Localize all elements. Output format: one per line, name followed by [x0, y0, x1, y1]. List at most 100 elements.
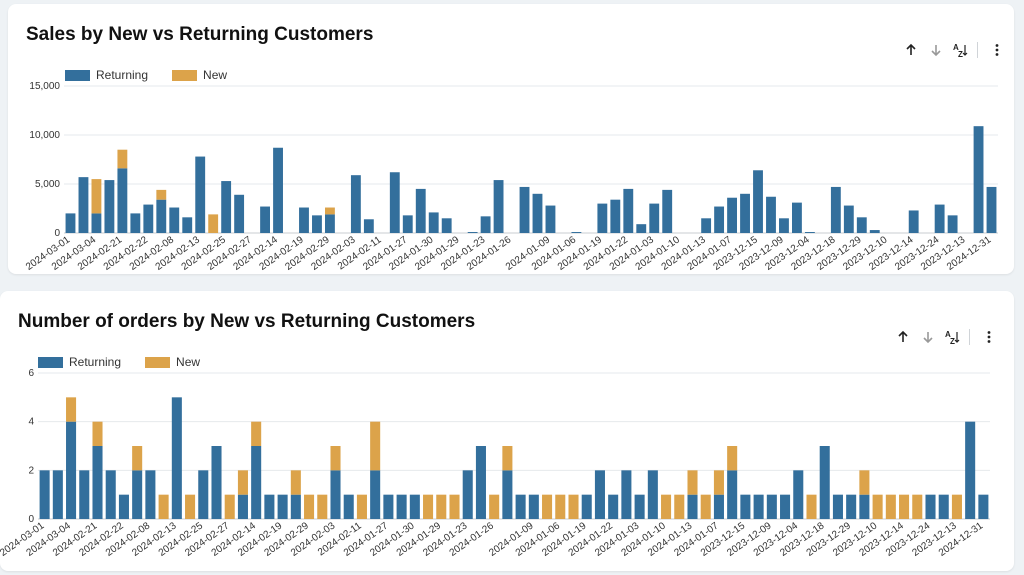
bar-returning[interactable]: [947, 215, 958, 233]
bar-returning[interactable]: [363, 219, 374, 233]
bar-returning[interactable]: [502, 470, 513, 519]
bar-new[interactable]: [502, 446, 513, 471]
bar-returning[interactable]: [117, 168, 128, 233]
bar-returning[interactable]: [350, 175, 361, 233]
bar-new[interactable]: [885, 494, 896, 519]
bar-new[interactable]: [158, 494, 169, 519]
bar-returning[interactable]: [39, 470, 50, 519]
bar-returning[interactable]: [766, 196, 776, 233]
bar-returning[interactable]: [792, 202, 802, 233]
bar-returning[interactable]: [171, 397, 182, 519]
bar-returning[interactable]: [859, 494, 870, 519]
bar-returning[interactable]: [978, 494, 989, 519]
bar-new[interactable]: [117, 149, 128, 169]
bar-returning[interactable]: [169, 207, 180, 233]
bar-returning[interactable]: [475, 446, 486, 519]
bar-returning[interactable]: [415, 188, 426, 233]
bar-returning[interactable]: [832, 494, 843, 519]
bar-new[interactable]: [208, 214, 219, 233]
bar-returning[interactable]: [66, 421, 77, 519]
bar-returning[interactable]: [234, 194, 245, 233]
bar-returning[interactable]: [409, 494, 420, 519]
bar-returning[interactable]: [277, 494, 288, 519]
bar-returning[interactable]: [597, 203, 608, 233]
bar-returning[interactable]: [237, 494, 248, 519]
bar-new[interactable]: [356, 494, 367, 519]
bar-returning[interactable]: [581, 494, 592, 519]
bar-new[interactable]: [290, 470, 301, 495]
bar-returning[interactable]: [182, 217, 193, 233]
bar-returning[interactable]: [779, 218, 789, 233]
bar-new[interactable]: [542, 494, 553, 519]
bar-returning[interactable]: [908, 210, 919, 233]
bar-new[interactable]: [872, 494, 883, 519]
bar-returning[interactable]: [740, 494, 751, 519]
bar-returning[interactable]: [727, 470, 738, 519]
bar-returning[interactable]: [389, 172, 400, 233]
bar-returning[interactable]: [156, 199, 167, 233]
bar-returning[interactable]: [91, 213, 102, 233]
bar-returning[interactable]: [545, 205, 556, 233]
bar-new[interactable]: [568, 494, 579, 519]
bar-returning[interactable]: [793, 470, 804, 519]
bar-returning[interactable]: [636, 224, 647, 233]
arrow-down-icon[interactable]: [923, 40, 948, 60]
bar-new[interactable]: [156, 189, 167, 200]
bar-returning[interactable]: [480, 216, 491, 233]
bar-returning[interactable]: [623, 188, 634, 233]
bar-returning[interactable]: [130, 213, 141, 233]
bar-returning[interactable]: [105, 470, 116, 519]
bar-new[interactable]: [859, 470, 870, 495]
bar-returning[interactable]: [515, 494, 526, 519]
bar-returning[interactable]: [396, 494, 407, 519]
bar-returning[interactable]: [299, 207, 309, 233]
bar-new[interactable]: [912, 494, 923, 519]
bar-new[interactable]: [951, 494, 962, 519]
bar-returning[interactable]: [649, 203, 660, 233]
arrow-up-icon[interactable]: [898, 40, 923, 60]
bar-new[interactable]: [713, 470, 724, 495]
bar-returning[interactable]: [925, 494, 936, 519]
bar-returning[interactable]: [766, 494, 777, 519]
bar-new[interactable]: [330, 446, 341, 471]
bar-returning[interactable]: [986, 186, 997, 233]
bar-returning[interactable]: [260, 206, 270, 233]
bar-returning[interactable]: [198, 470, 209, 519]
legend-item-returning[interactable]: Returning: [65, 68, 148, 82]
bar-returning[interactable]: [621, 470, 632, 519]
bar-returning[interactable]: [343, 494, 354, 519]
bar-returning[interactable]: [753, 494, 764, 519]
bar-returning[interactable]: [934, 204, 945, 233]
bar-returning[interactable]: [610, 199, 621, 233]
bar-new[interactable]: [185, 494, 196, 519]
bar-new[interactable]: [92, 421, 103, 446]
bar-returning[interactable]: [594, 470, 605, 519]
bar-returning[interactable]: [843, 205, 854, 233]
bar-returning[interactable]: [264, 494, 275, 519]
bar-returning[interactable]: [251, 446, 262, 519]
bar-returning[interactable]: [846, 494, 857, 519]
bar-returning[interactable]: [713, 494, 724, 519]
bar-returning[interactable]: [687, 494, 698, 519]
bar-returning[interactable]: [325, 214, 335, 233]
bar-returning[interactable]: [273, 147, 283, 233]
bar-returning[interactable]: [753, 170, 763, 233]
bar-new[interactable]: [555, 494, 566, 519]
arrow-up-icon[interactable]: [890, 327, 915, 347]
more-vertical-icon[interactable]: [984, 40, 1009, 60]
bar-new[interactable]: [304, 494, 315, 519]
bar-new[interactable]: [325, 207, 335, 215]
bar-returning[interactable]: [740, 193, 750, 233]
bar-new[interactable]: [436, 494, 447, 519]
bar-new[interactable]: [661, 494, 672, 519]
bar-new[interactable]: [489, 494, 500, 519]
bar-new[interactable]: [806, 494, 817, 519]
bar-returning[interactable]: [727, 197, 737, 233]
arrow-down-icon[interactable]: [915, 327, 940, 347]
bar-new[interactable]: [370, 421, 381, 471]
bar-new[interactable]: [700, 494, 711, 519]
bar-returning[interactable]: [701, 218, 712, 233]
bar-new[interactable]: [727, 446, 738, 471]
bar-new[interactable]: [66, 397, 77, 422]
